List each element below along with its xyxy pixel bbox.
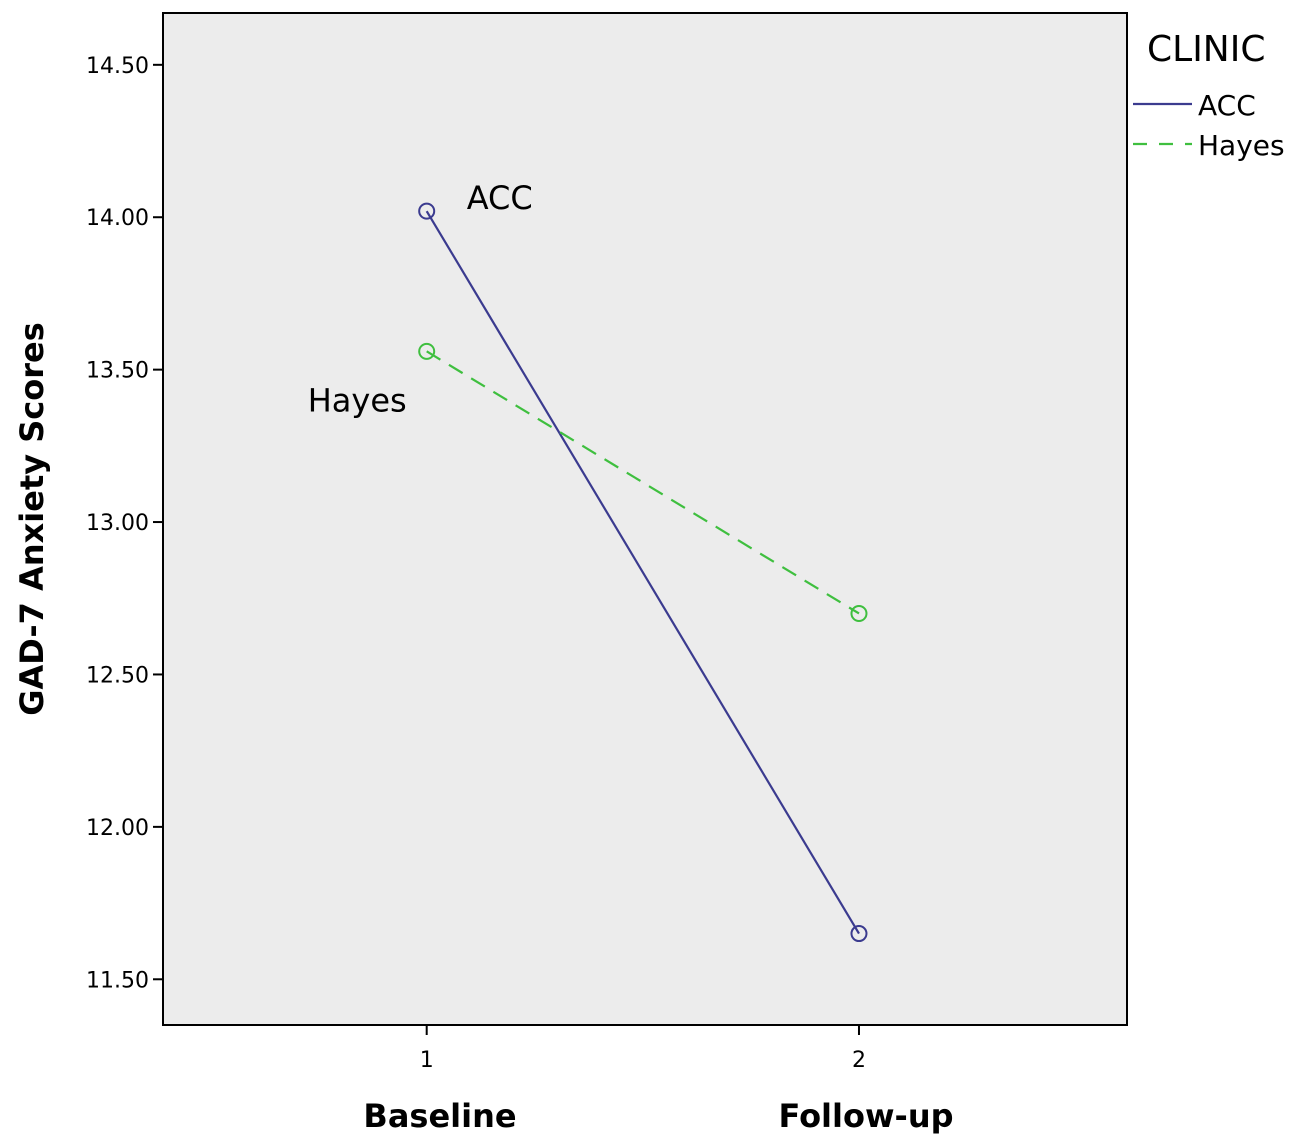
y-tick-label: 13.50 — [86, 359, 149, 384]
y-axis: 11.50 12.00 12.50 13.00 13.50 14.00 14.50 — [86, 54, 163, 993]
x-tick-label: 2 — [852, 1048, 866, 1073]
x-category-label-follow-up: Follow-up — [779, 1097, 954, 1134]
data-point-hayes — [418, 342, 436, 360]
data-point-acc — [418, 202, 436, 220]
series-line-acc — [425, 210, 860, 935]
series-line-hayes — [426, 350, 860, 615]
legend-title: CLINIC — [1147, 29, 1266, 70]
series-layer — [418, 202, 868, 943]
legend: CLINIC ACC Hayes — [1133, 29, 1285, 162]
x-category-label-baseline: Baseline — [363, 1097, 516, 1134]
annotation-layer: ACC Hayes — [308, 179, 533, 419]
legend-label-acc: ACC — [1198, 89, 1256, 122]
y-axis-title: GAD-7 Anxiety Scores — [13, 322, 51, 716]
y-tick-label: 14.00 — [86, 206, 149, 231]
y-tick-label: 12.00 — [86, 816, 149, 841]
series-annotation-acc: ACC — [467, 179, 533, 217]
y-tick-label: 14.50 — [86, 54, 149, 79]
x-tick-label: 1 — [420, 1048, 434, 1073]
y-tick-label: 11.50 — [86, 968, 149, 993]
y-tick-label: 13.00 — [86, 511, 149, 536]
y-tick-label: 12.50 — [86, 663, 149, 688]
data-point-acc — [850, 925, 868, 943]
data-point-hayes — [850, 604, 868, 622]
legend-label-hayes: Hayes — [1198, 129, 1285, 162]
plot-area — [162, 12, 1128, 1026]
series-annotation-hayes: Hayes — [308, 381, 407, 419]
